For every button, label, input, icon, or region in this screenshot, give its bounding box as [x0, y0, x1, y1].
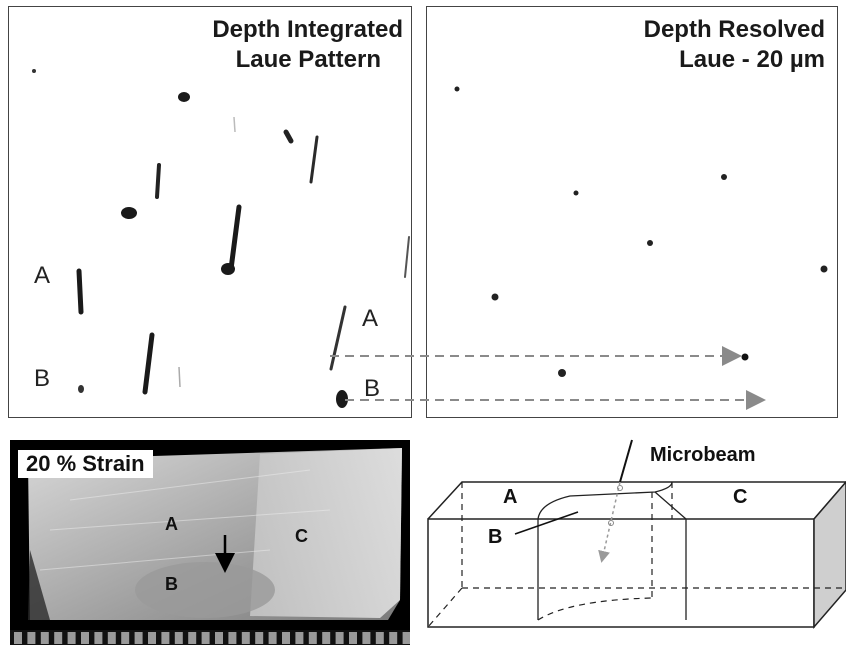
box-top — [427, 481, 846, 520]
laue-streak — [404, 236, 410, 278]
laue-streak — [142, 332, 155, 395]
label-b-left: B — [34, 365, 51, 392]
microbeam-label: Microbeam — [650, 444, 756, 466]
title-line-2: Laue Pattern — [235, 46, 381, 73]
laue-spot — [32, 69, 36, 73]
laue-spot — [820, 265, 828, 273]
laue-spot — [178, 92, 190, 102]
laue-spot — [741, 353, 749, 361]
depth-resolved-title: Depth Resolved Laue - 20 µm — [644, 15, 825, 75]
laue-streak — [329, 305, 347, 371]
sample-image — [10, 448, 410, 645]
laue-spot — [721, 174, 727, 180]
photo-label-a: A — [165, 514, 178, 534]
laue-spot — [221, 263, 235, 275]
depth-integrated-panel: Depth Integrated Laue Pattern A B A B — [8, 6, 412, 418]
label-a-left: A — [34, 262, 51, 289]
box-front — [427, 518, 815, 628]
grain-b — [537, 481, 673, 520]
laue-spots-resolved — [454, 86, 828, 377]
microbeam-line — [619, 439, 633, 483]
photo-label-c: C — [295, 526, 308, 546]
laue-streak — [76, 268, 84, 315]
label-a-right: A — [362, 305, 379, 332]
laue-streak — [283, 129, 294, 144]
schematic-label-b: B — [488, 526, 503, 548]
title-line-1: Depth Integrated — [212, 16, 403, 43]
microbeam-arrow — [598, 481, 621, 563]
laue-spot — [573, 190, 579, 196]
title-line-2: Laue - 20 µm — [679, 46, 825, 73]
label-b-right: B — [364, 375, 381, 402]
laue-streak — [178, 366, 181, 388]
schematic-label-a: A — [503, 486, 518, 508]
laue-streak — [309, 135, 319, 184]
schematic-label-c: C — [733, 486, 748, 508]
laue-spot — [491, 293, 499, 301]
laue-spot — [78, 385, 84, 393]
laue-spot — [647, 240, 653, 246]
box-side — [813, 480, 846, 630]
laue-spot — [558, 369, 566, 377]
depth-integrated-title: Depth Integrated Laue Pattern — [212, 15, 403, 75]
b-pointer — [514, 511, 579, 535]
title-line-1: Depth Resolved — [643, 16, 825, 43]
laue-streak — [155, 163, 161, 199]
photo-label-b: B — [165, 574, 178, 594]
strain-label: 20 % Strain — [18, 450, 153, 478]
laue-spot — [121, 207, 137, 219]
laue-spot — [336, 390, 348, 408]
depth-resolved-panel: Depth Resolved Laue - 20 µm — [426, 6, 838, 418]
laue-streak — [233, 116, 236, 133]
laue-spots-integrated — [32, 69, 410, 408]
laue-spot — [454, 86, 460, 92]
laue-streak — [228, 204, 242, 272]
sample-photo: 20 % Strain A B C — [10, 440, 410, 645]
